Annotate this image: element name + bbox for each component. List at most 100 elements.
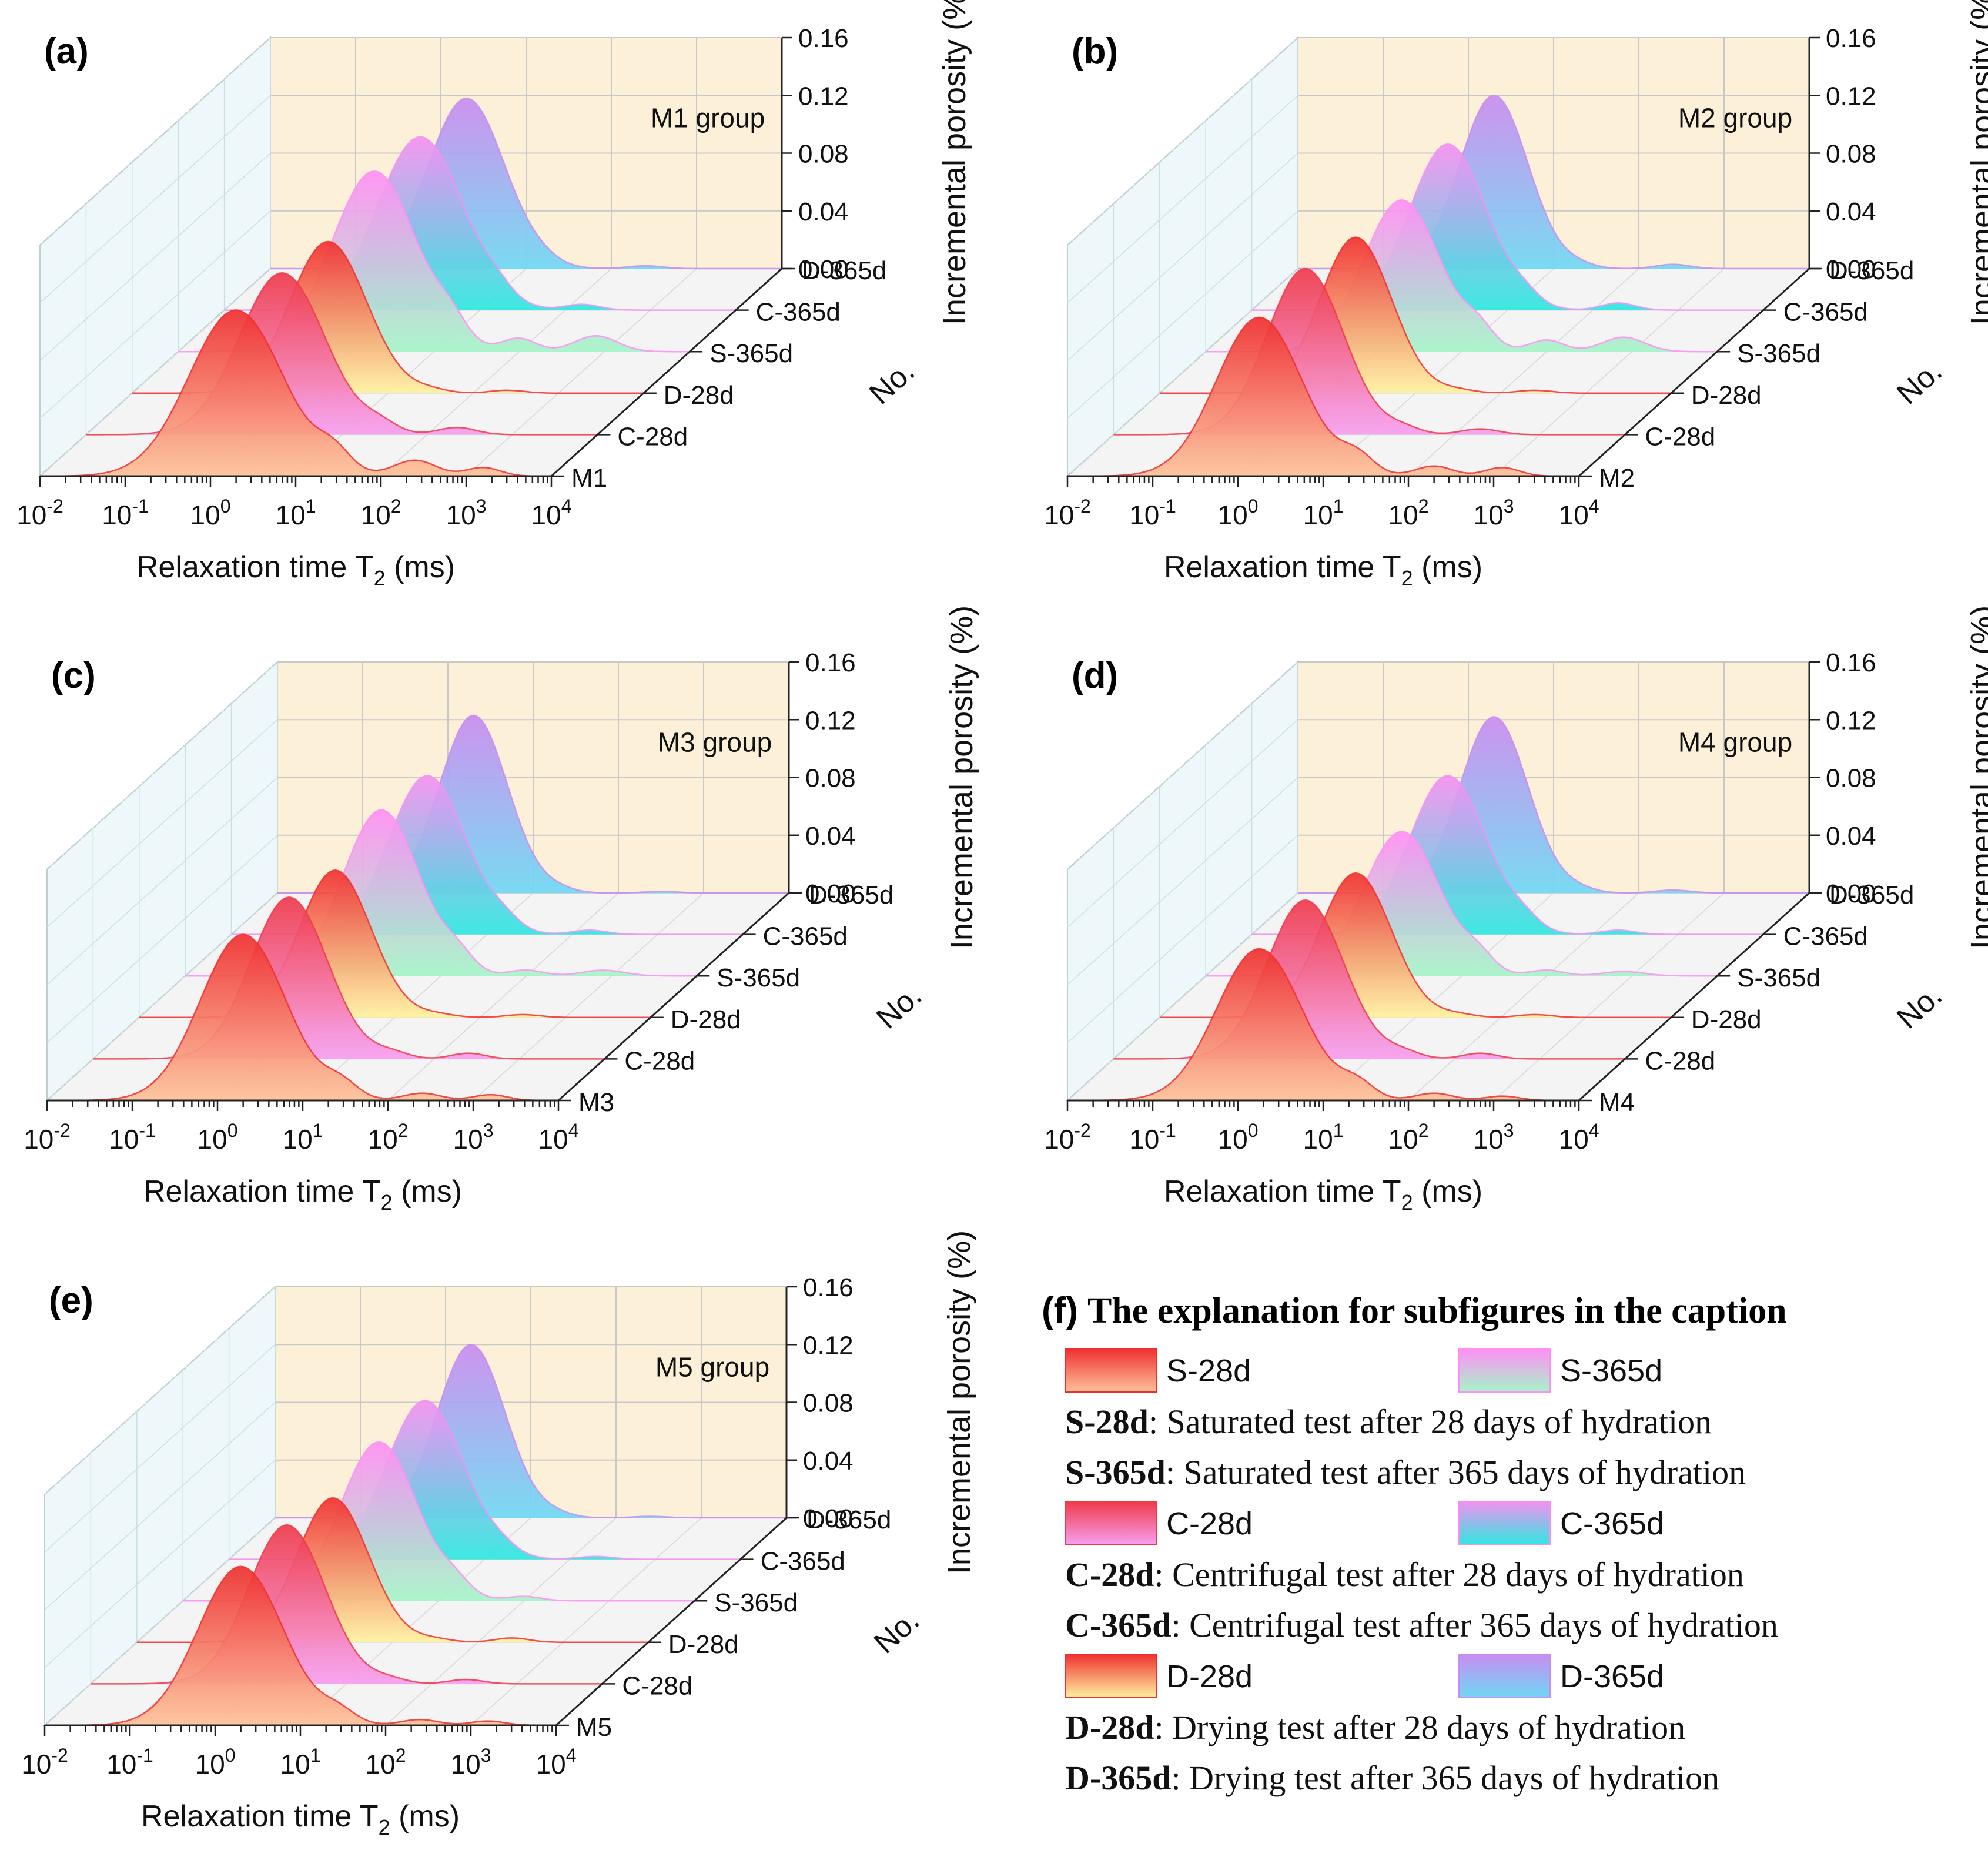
depth-tick-label: D-365d [809,881,893,909]
legend-label: S-365d [1560,1353,1662,1388]
series-area-c-365d [1251,144,1763,310]
panel-c: 10-2 10-1 100 101 102 103 104 Relaxation time T… [24,605,979,1214]
y-tick-label: 0.08 [1826,140,1876,169]
side-grid-h [39,37,271,246]
series-line-s-28d [1067,316,1579,477]
series-area-c-365d [229,1400,741,1560]
y-tick-label: 0.16 [803,1273,854,1302]
depth-tick-label: C-365d [1783,922,1868,951]
depth-axis-label: No. [1890,978,1949,1035]
side-grid-h [44,1344,276,1552]
x-tick-label: 103 [1474,496,1514,530]
side-grid-h [1067,661,1298,870]
y-tick-label: 0.04 [805,822,856,851]
floor-grid-x [1408,892,1639,1101]
x-tick-label: 102 [1388,1120,1429,1155]
y-axis-label: Incremental porosity (%) [944,605,979,949]
depth-tick-label: M3 [578,1088,614,1117]
group-label: M1 group [651,102,765,133]
panel-d: 10-2 10-1 100 101 102 103 104 Relaxation time T… [1044,605,1988,1214]
y-axis-label: Incremental porosity (%) [942,1230,977,1574]
series-area-d-365d [1298,717,1809,893]
x-tick-label: 10-2 [24,1120,71,1155]
x-tick-label: 10-1 [1129,1120,1176,1155]
series-area-s-365d [1206,200,1718,352]
depth-tick-label: D-365d [1829,881,1914,909]
y-axis-label: Incremental porosity (%) [1964,0,1988,325]
legend-description: S-365d: Saturated test after 365 days of… [1065,1453,1746,1491]
series-area-d-365d [275,1344,787,1518]
x-axis-label: Relaxation time T2 (ms) [141,1799,460,1839]
depth-tick-label: S-365d [714,1588,798,1617]
x-tick-label: 101 [1303,496,1344,530]
depth-axis-line [557,892,790,1102]
depth-axis-label: No. [863,354,921,411]
y-tick-label: 0.04 [798,198,849,226]
side-grid-h [1067,719,1298,928]
depth-tick-label: M2 [1599,464,1635,493]
x-tick-label: 100 [190,496,231,530]
side-grid-h [39,95,271,303]
depth-tick-label: D-28d [1691,1005,1762,1034]
x-axis-label: Relaxation time T2 (ms) [136,550,455,590]
y-tick-label: 0.08 [803,1389,854,1418]
x-axis-label: Relaxation time T2 (ms) [143,1175,462,1214]
floor-grid-x [387,892,619,1101]
series-area-s-28d [1067,317,1579,476]
depth-tick-label: D-28d [668,1630,739,1659]
legend-label: D-28d [1166,1659,1253,1694]
x-tick-label: 103 [446,496,487,530]
side-grid-h [1067,268,1298,477]
depth-axis-line [1578,892,1810,1102]
side-grid-h [44,1401,276,1611]
depth-axis-line [1578,267,1810,477]
y-tick-label: 0.12 [1826,706,1876,735]
floor-grid-x [385,1517,617,1726]
series-line-s-28d [45,1565,556,1726]
legend-swatch-s-28d [1065,1348,1157,1393]
legend-swatch-d-365d [1458,1654,1551,1698]
side-grid-h [1067,777,1298,986]
legend-label: D-365d [1560,1659,1664,1694]
legend-label: C-365d [1560,1506,1664,1541]
depth-tick-label: C-28d [622,1671,692,1700]
side-grid-h [46,661,278,870]
legend-swatch-c-28d [1065,1501,1157,1545]
side-grid-h [1067,835,1298,1043]
depth-tick-label: C-28d [1645,1046,1715,1075]
floor-grid-x [1493,268,1725,477]
depth-tick-label: S-365d [717,963,800,992]
x-tick-label: 102 [1388,496,1429,530]
x-axis-label: Relaxation time T2 (ms) [1164,1175,1482,1214]
series-area-d-365d [270,98,782,269]
x-tick-label: 104 [536,1745,577,1779]
depth-axis-line [555,1517,788,1726]
panel-label: (d) [1072,655,1118,696]
depth-tick-label: M1 [571,464,607,493]
y-tick-label: 0.16 [805,648,856,677]
series-area-d-365d [277,715,789,893]
depth-tick-label: C-365d [763,922,848,951]
panel-label: (c) [51,655,96,696]
depth-tick-label: C-28d [617,422,688,451]
y-tick-label: 0.16 [798,24,849,53]
y-tick-label: 0.00 [1826,879,1876,908]
x-tick-label: 10-2 [1044,1120,1091,1155]
depth-axis-line [550,267,783,477]
y-tick-label: 0.00 [803,1504,854,1533]
panel-b: 10-2 10-1 100 101 102 103 104 Relaxation time T… [1044,0,1988,590]
legend-description: S-28d: Saturated test after 28 days of h… [1065,1403,1712,1441]
depth-tick-label: C-28d [624,1046,695,1075]
depth-tick-label: D-365d [1829,256,1914,285]
side-grid-h [39,210,271,419]
depth-tick-label: M5 [576,1713,612,1742]
side-grid-h [1067,152,1298,362]
x-tick-label: 103 [453,1120,494,1155]
depth-tick-label: S-365d [1737,339,1820,368]
depth-tick-label: C-365d [756,298,841,327]
depth-tick-label: D-365d [806,1505,891,1534]
chart-panels: 10-2 10-1 100 101 102 103 104 Relaxation time T… [16,0,1988,1839]
floor-grid-x [380,268,612,477]
depth-tick-label: D-28d [671,1005,741,1034]
